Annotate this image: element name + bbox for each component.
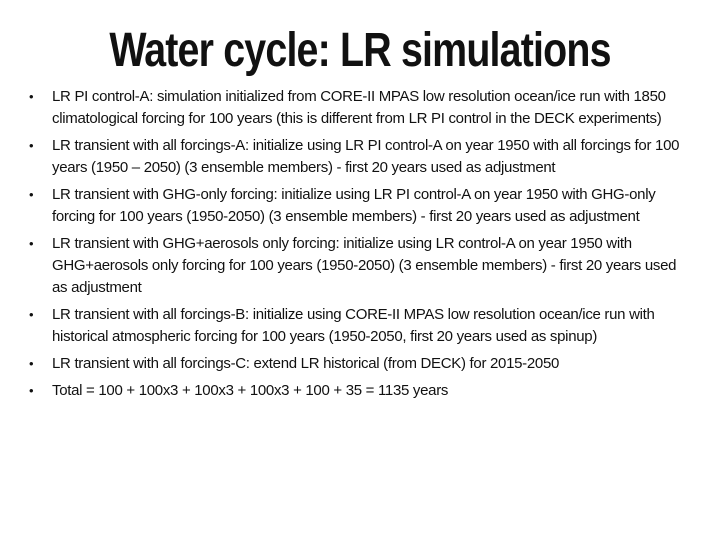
page-title: Water cycle: LR simulations	[109, 24, 611, 77]
list-item: • LR transient with all forcings-A: init…	[29, 135, 692, 179]
bullet-list: • LR PI control-A: simulation initialize…	[29, 86, 692, 407]
list-item: • LR transient with GHG+aerosols only fo…	[29, 233, 692, 299]
list-item: • LR PI control-A: simulation initialize…	[29, 86, 692, 130]
bullet-icon: •	[29, 383, 34, 398]
bullet-text: LR transient with all forcings-B: initia…	[52, 306, 655, 345]
bullet-icon: •	[29, 89, 34, 104]
bullet-text: LR transient with all forcings-C: extend…	[52, 355, 560, 372]
bullet-icon: •	[29, 236, 34, 251]
bullet-text: LR PI control-A: simulation initialized …	[52, 88, 666, 127]
bullet-icon: •	[29, 138, 34, 153]
bullet-icon: •	[29, 356, 34, 371]
list-item: • LR transient with all forcings-C: exte…	[29, 353, 692, 375]
list-item: • Total = 100 + 100x3 + 100x3 + 100x3 + …	[29, 380, 692, 402]
bullet-text: LR transient with all forcings-A: initia…	[52, 137, 680, 176]
list-item: • LR transient with GHG-only forcing: in…	[29, 184, 692, 228]
bullet-icon: •	[29, 187, 34, 202]
list-item: • LR transient with all forcings-B: init…	[29, 304, 692, 348]
bullet-text: Total = 100 + 100x3 + 100x3 + 100x3 + 10…	[52, 382, 449, 399]
bullet-text: LR transient with GHG+aerosols only forc…	[52, 235, 677, 296]
bullet-text: LR transient with GHG-only forcing: init…	[52, 186, 656, 225]
bullet-icon: •	[29, 307, 34, 322]
